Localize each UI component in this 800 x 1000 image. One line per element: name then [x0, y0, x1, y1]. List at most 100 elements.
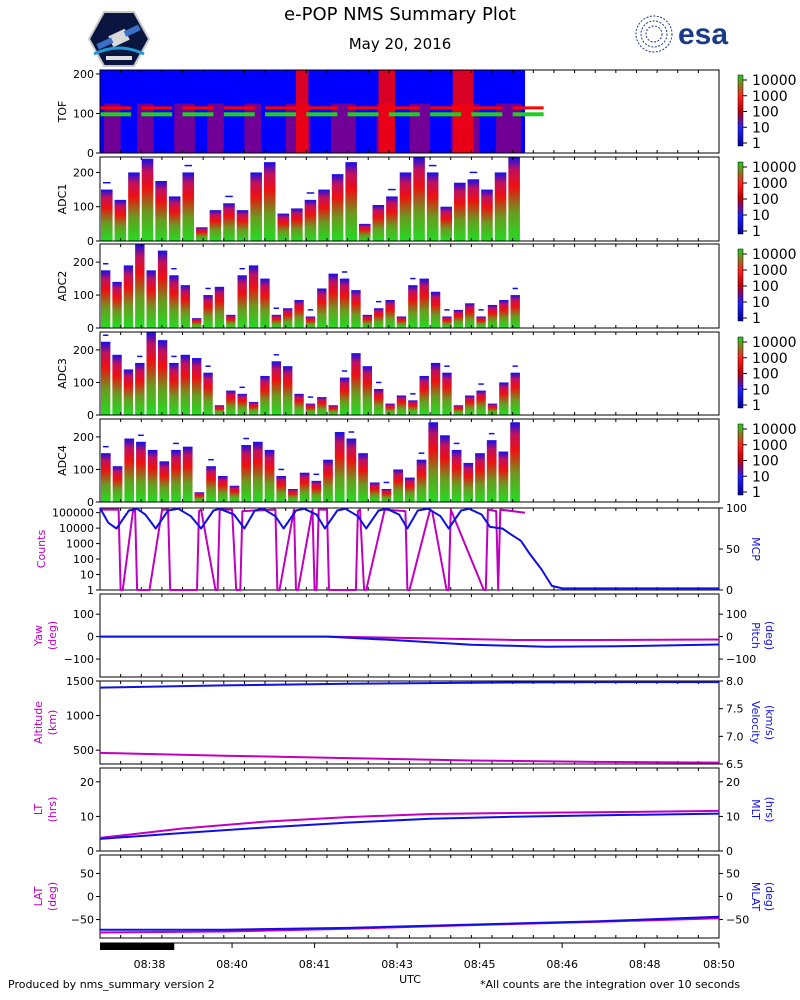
adc2-bar — [430, 291, 441, 328]
adc2-bar — [385, 300, 395, 328]
tof-red-band — [141, 106, 173, 110]
adc2-bar — [101, 270, 111, 328]
y-tick-label: 0 — [87, 322, 94, 335]
adc3-bar — [146, 332, 156, 415]
left-axis-label: Altitude — [32, 701, 45, 744]
esa-logo: esa — [634, 14, 750, 58]
mcp-line — [99, 507, 719, 590]
mlat-line — [100, 915, 720, 931]
x-tick-label: 08:45 — [464, 958, 496, 971]
right-axis-unit: (km/s) — [763, 705, 776, 740]
colorbar-label: 1000 — [752, 351, 788, 367]
line-panel-frame-0 — [99, 507, 720, 591]
adc4-bar — [463, 462, 474, 502]
mlt-line — [99, 812, 720, 840]
adc1-bar — [277, 213, 290, 241]
left-y-tick-label: 10 — [80, 810, 94, 823]
adc3-bar — [112, 354, 122, 415]
adc2-axis-label: ADC2 — [56, 271, 69, 302]
colorbar-gradient — [737, 74, 744, 147]
tof-red-streak — [496, 103, 521, 153]
x-tick-label: 08:46 — [546, 958, 578, 971]
adc3-bar — [226, 390, 236, 415]
line-panel-frame-2 — [99, 680, 720, 765]
footer-version-note: Produced by nms_summary version 2 — [8, 978, 215, 991]
right-y-tick-label: 6.5 — [726, 758, 744, 771]
colorbar-label: 100 — [752, 105, 779, 121]
adc1-bar — [250, 172, 262, 241]
colorbar-label: 10 — [752, 469, 770, 485]
adc4-bar — [451, 449, 462, 502]
right-y-tick-label: 10 — [726, 810, 740, 823]
adc2-bar — [305, 316, 316, 328]
adc4-bar — [393, 469, 403, 502]
adc3-bar — [510, 372, 520, 415]
adc4-bar — [346, 438, 357, 502]
adc1-bar — [114, 199, 127, 241]
y-tick-label: 0 — [87, 235, 94, 248]
right-axis-label: Pitch — [749, 622, 762, 649]
adc1-bar — [263, 162, 276, 241]
adc3-bar — [192, 358, 202, 415]
tof-red-band — [430, 106, 462, 110]
adc4-bar — [206, 466, 216, 502]
x-tick-label: 08:38 — [134, 958, 166, 971]
tof-red-streak — [331, 103, 356, 153]
adc4-bar — [486, 440, 497, 502]
line-panel-frame-3 — [99, 767, 720, 852]
y-tick-label: 200 — [73, 431, 94, 444]
left-axis-unit: (km) — [46, 710, 59, 736]
colorbar-label: 100 — [752, 192, 779, 208]
colorbar-label: 1 — [752, 485, 761, 501]
tof-red-burst — [378, 70, 396, 153]
right-axis-label: MLAT — [749, 882, 762, 912]
tof-red-streak — [207, 103, 224, 153]
left-y-tick-label: 100 — [73, 608, 94, 621]
adc4-bar — [428, 422, 439, 502]
adc3-bar — [476, 390, 486, 415]
adc3-bar — [328, 405, 338, 415]
adc2-bar — [260, 278, 270, 328]
colorbar-label: 10 — [752, 295, 770, 311]
tof-red-band — [182, 106, 214, 110]
adc2-bar — [203, 295, 213, 328]
adc3-bar — [317, 397, 327, 415]
right-y-tick-label: 0 — [726, 891, 733, 904]
right-y-tick-label: 0 — [726, 631, 733, 644]
adc4-bar — [404, 477, 415, 502]
counts-line — [100, 508, 526, 591]
y-tick-label: 100 — [73, 289, 94, 302]
left-y-tick-label: −50 — [71, 914, 94, 927]
left-axis-label: LAT — [32, 886, 45, 906]
tof-axis-label: TOF — [56, 101, 69, 124]
tof-red-burst — [452, 70, 474, 153]
colorbar-label: 10000 — [752, 247, 797, 263]
tof-green-band — [141, 112, 173, 117]
tof-green-band — [388, 112, 420, 117]
left-axis-unit: (deg) — [46, 882, 59, 911]
adc2-bar — [510, 295, 520, 328]
right-axis-unit: (hrs) — [763, 797, 776, 823]
adc1-bar — [440, 206, 453, 241]
left-y-tick-label: 10000 — [59, 522, 94, 535]
adc3-bar — [260, 375, 270, 415]
tof-green-band — [182, 112, 214, 117]
adc4-bar — [323, 459, 333, 502]
adc1-bar — [467, 179, 480, 241]
adc1-bar — [209, 210, 222, 241]
left-y-tick-label: 1000 — [66, 710, 94, 723]
adc2-bar — [237, 275, 247, 328]
adc4-bar — [159, 461, 170, 502]
y-tick-label: 200 — [73, 68, 94, 81]
adc3-bar — [237, 393, 247, 415]
right-y-tick-label: 7.0 — [726, 730, 744, 743]
adc2-bar — [180, 285, 191, 328]
lt-line — [99, 809, 720, 839]
left-y-tick-label: −100 — [64, 653, 94, 666]
adc4-bar — [358, 453, 368, 502]
adc3-bar — [248, 401, 259, 415]
tof-red-band — [265, 106, 297, 110]
adc2-bar — [339, 278, 350, 328]
adc2-bar — [226, 314, 236, 328]
